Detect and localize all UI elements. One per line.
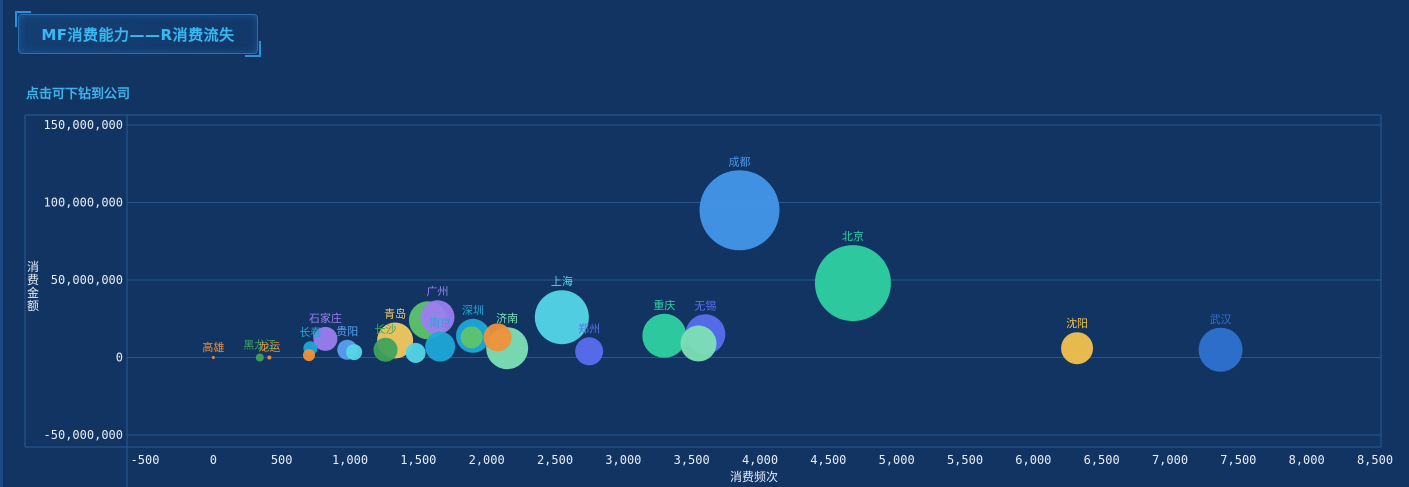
bubble-label-广州: 广州	[426, 285, 448, 298]
bubble-label-长春2: 长春	[299, 326, 321, 339]
x-tick-label: 500	[271, 453, 293, 467]
bubble-label-长沙: 长沙	[375, 323, 397, 336]
bubble-label-石家庄: 石家庄	[309, 311, 342, 325]
bubble-黑龙江[interactable]	[255, 353, 264, 362]
x-tick-label: 8,000	[1289, 453, 1325, 467]
bubble-label-济南: 济南	[496, 311, 518, 325]
bubble-label-郑州: 郑州	[578, 321, 600, 335]
bubble-武汉[interactable]	[1198, 327, 1243, 372]
bubble-深圳2[interactable]	[460, 326, 483, 349]
bubble-label-成都: 成都	[729, 155, 751, 168]
x-tick-label: 3,500	[674, 453, 710, 467]
x-tick-label: -500	[131, 453, 160, 467]
y-axis-title-char: 消	[27, 260, 39, 274]
panel-left-border	[0, 0, 3, 487]
bubble-济南2[interactable]	[483, 323, 512, 352]
x-tick-label: 1,500	[400, 453, 436, 467]
bubble-长春[interactable]	[303, 349, 315, 362]
x-tick-label: 6,000	[1015, 453, 1051, 467]
bubble-label-黑龙江: 黑龙江	[243, 339, 276, 352]
bubble-贵阳2[interactable]	[346, 344, 363, 361]
y-tick-label: 0	[116, 351, 123, 365]
bubble-label-高雄: 高雄	[202, 340, 224, 354]
x-tick-label: 7,500	[1220, 453, 1256, 467]
bubble-label-武汉: 武汉	[1210, 313, 1232, 326]
x-axis-title: 消费频次	[730, 470, 778, 484]
bubble-长沙[interactable]	[373, 337, 398, 362]
x-tick-label: 5,000	[879, 453, 915, 467]
bubble-重庆[interactable]	[642, 313, 687, 358]
bubble-石家庄[interactable]	[313, 326, 338, 351]
bubble-郑州[interactable]	[575, 337, 604, 366]
bubble-南京[interactable]	[425, 331, 456, 362]
x-tick-label: 4,500	[810, 453, 846, 467]
bubble-label-青岛: 青岛	[384, 306, 406, 320]
bubble-北京[interactable]	[814, 245, 891, 322]
y-tick-label: 50,000,000	[51, 273, 123, 287]
y-axis-title-char: 费	[27, 273, 39, 287]
bubble-label-无锡: 无锡	[694, 298, 716, 312]
bubble-label-贵阳: 贵阳	[336, 325, 358, 338]
drill-down-hint[interactable]: 点击可下钻到公司	[26, 87, 131, 102]
bubble-沈阳[interactable]	[1061, 332, 1094, 365]
grid-lines	[127, 124, 1381, 436]
x-tick-label: 2,500	[537, 453, 573, 467]
bubble-label-北京: 北京	[842, 229, 864, 243]
bubble-label-龙运: 龙运	[258, 341, 280, 354]
x-tick-label: 6,500	[1084, 453, 1120, 467]
y-axis-title-char: 额	[27, 299, 39, 313]
x-tick-label: 7,000	[1152, 453, 1188, 467]
chart-title-box: MF消费能力——R消费流失	[15, 11, 261, 57]
x-tick-label: 0	[210, 453, 217, 467]
tick-labels: -50,000,000 0 50,000,000 100,000,000 150,000…	[44, 118, 1394, 467]
x-tick-label: 4,000	[742, 453, 778, 467]
bubble-龙运[interactable]	[267, 355, 272, 360]
x-tick-label: 2,000	[469, 453, 505, 467]
bubble-高雄[interactable]	[211, 356, 215, 359]
bubble-label-沈阳: 沈阳	[1066, 316, 1088, 330]
bubble-series[interactable]	[211, 170, 1243, 372]
bubble-无锡2[interactable]	[680, 325, 717, 362]
bubble-上海[interactable]	[534, 290, 589, 345]
bubble-label-南京: 南京	[429, 316, 451, 330]
x-tick-label: 3,000	[605, 453, 641, 467]
x-tick-label: 5,500	[947, 453, 983, 467]
x-tick-label: 1,000	[332, 453, 368, 467]
y-tick-label: 150,000,000	[44, 118, 123, 132]
bubble-成都[interactable]	[699, 170, 780, 251]
bubble-label-重庆: 重庆	[653, 298, 675, 312]
y-axis-title-char: 金	[27, 285, 39, 300]
bubble-广州[interactable]	[420, 300, 455, 335]
x-tick-label: 8,500	[1357, 453, 1393, 467]
bubble-label-上海: 上海	[551, 274, 573, 288]
bubble-label-深圳: 深圳	[462, 304, 484, 317]
chart-title: MF消费能力——R消费流失	[41, 25, 235, 44]
y-tick-label: 100,000,000	[44, 196, 123, 210]
y-tick-label: -50,000,000	[44, 428, 123, 442]
bubble-合肥[interactable]	[405, 342, 426, 363]
axes	[24, 114, 1382, 487]
